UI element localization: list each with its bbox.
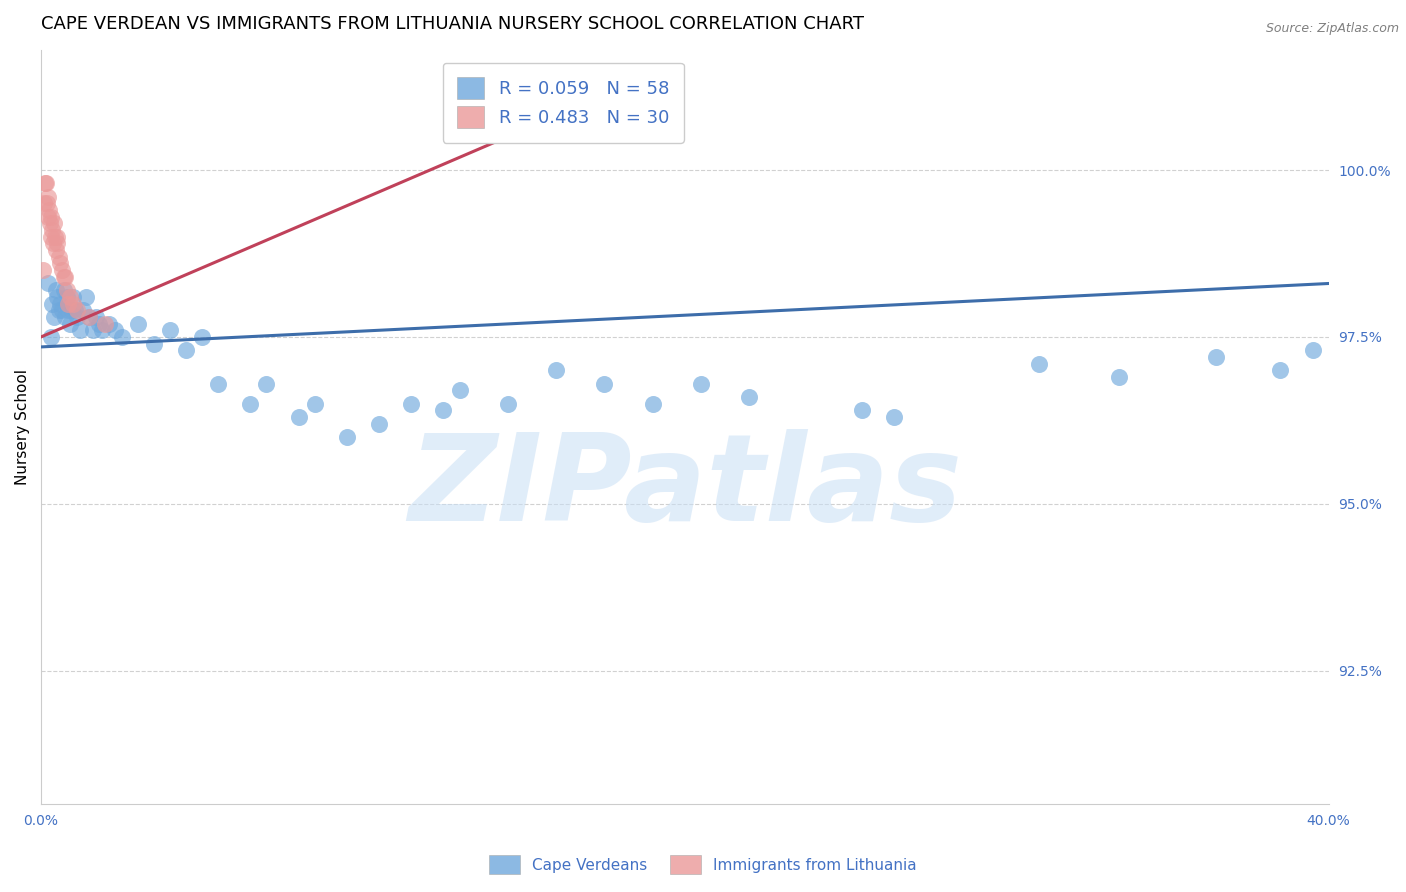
- Point: [39, 216, 62, 230]
- Point: [110, 330, 132, 344]
- Point: [254, 376, 277, 391]
- Point: [53, 310, 76, 324]
- Text: Source: ZipAtlas.com: Source: ZipAtlas.com: [1265, 22, 1399, 36]
- Point: [51, 263, 73, 277]
- Point: [34, 177, 56, 191]
- Point: [42, 216, 65, 230]
- Point: [368, 417, 391, 431]
- Point: [52, 269, 75, 284]
- Point: [79, 310, 101, 324]
- Point: [1108, 370, 1130, 384]
- Point: [59, 290, 82, 304]
- Point: [91, 323, 114, 337]
- Text: CAPE VERDEAN VS IMMIGRANTS FROM LITHUANIA NURSERY SCHOOL CORRELATION CHART: CAPE VERDEAN VS IMMIGRANTS FROM LITHUANI…: [41, 15, 865, 33]
- Point: [35, 177, 58, 191]
- Point: [42, 236, 65, 251]
- Point: [432, 403, 454, 417]
- Point: [69, 323, 91, 337]
- Point: [41, 223, 63, 237]
- Point: [42, 310, 65, 324]
- Point: [87, 317, 110, 331]
- Point: [1205, 350, 1227, 364]
- Point: [104, 323, 127, 337]
- Point: [62, 296, 84, 310]
- Legend: Cape Verdeans, Immigrants from Lithuania: Cape Verdeans, Immigrants from Lithuania: [484, 849, 922, 880]
- Point: [39, 229, 62, 244]
- Point: [336, 430, 359, 444]
- Point: [37, 190, 59, 204]
- Point: [690, 376, 713, 391]
- Point: [496, 397, 519, 411]
- Point: [52, 283, 75, 297]
- Text: ZIPatlas: ZIPatlas: [408, 429, 962, 546]
- Point: [883, 410, 905, 425]
- Point: [49, 256, 72, 270]
- Point: [56, 283, 79, 297]
- Y-axis label: Nursery School: Nursery School: [15, 369, 30, 485]
- Point: [127, 317, 149, 331]
- Point: [59, 317, 82, 331]
- Point: [48, 250, 70, 264]
- Point: [65, 310, 87, 324]
- Point: [191, 330, 214, 344]
- Point: [75, 290, 97, 304]
- Point: [60, 303, 83, 318]
- Point: [641, 397, 664, 411]
- Point: [45, 236, 67, 251]
- Point: [401, 397, 423, 411]
- Point: [63, 303, 86, 318]
- Point: [304, 397, 326, 411]
- Point: [207, 376, 229, 391]
- Point: [851, 403, 873, 417]
- Point: [1028, 357, 1050, 371]
- Point: [46, 229, 69, 244]
- Point: [37, 210, 59, 224]
- Point: [38, 202, 60, 217]
- Point: [79, 310, 101, 324]
- Point: [174, 343, 197, 358]
- Point: [62, 290, 84, 304]
- Point: [45, 283, 67, 297]
- Point: [82, 323, 104, 337]
- Point: [65, 303, 87, 318]
- Point: [51, 303, 73, 318]
- Point: [34, 196, 56, 211]
- Point: [287, 410, 309, 425]
- Legend: R = 0.059   N = 58, R = 0.483   N = 30: R = 0.059 N = 58, R = 0.483 N = 30: [443, 62, 683, 143]
- Point: [46, 290, 69, 304]
- Point: [58, 296, 80, 310]
- Point: [58, 303, 80, 318]
- Point: [84, 310, 107, 324]
- Point: [449, 384, 471, 398]
- Point: [53, 269, 76, 284]
- Point: [41, 210, 63, 224]
- Point: [37, 277, 59, 291]
- Point: [44, 229, 66, 244]
- Point: [94, 317, 117, 331]
- Point: [41, 296, 63, 310]
- Point: [48, 303, 70, 318]
- Point: [142, 336, 165, 351]
- Point: [45, 243, 67, 257]
- Point: [738, 390, 761, 404]
- Point: [97, 317, 120, 331]
- Point: [39, 330, 62, 344]
- Point: [56, 290, 79, 304]
- Point: [49, 296, 72, 310]
- Point: [35, 196, 58, 211]
- Point: [546, 363, 568, 377]
- Point: [159, 323, 181, 337]
- Point: [1302, 343, 1324, 358]
- Point: [593, 376, 616, 391]
- Point: [239, 397, 262, 411]
- Point: [1270, 363, 1292, 377]
- Point: [31, 263, 53, 277]
- Point: [72, 303, 94, 318]
